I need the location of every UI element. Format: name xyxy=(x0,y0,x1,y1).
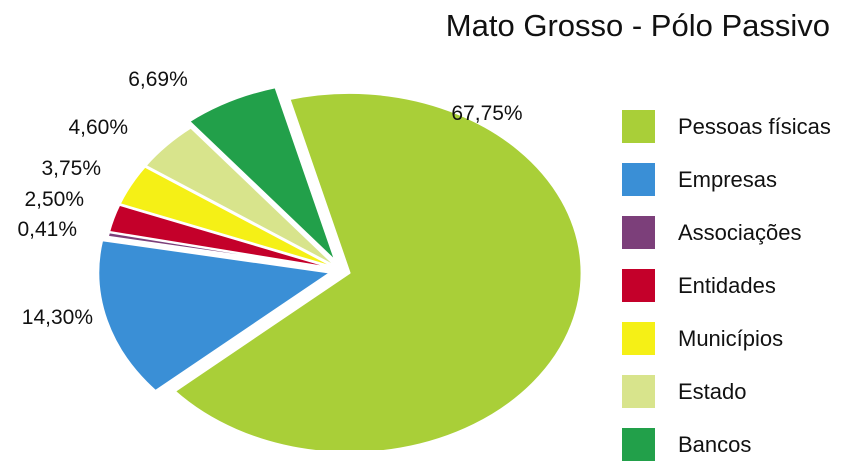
legend-item: Municípios xyxy=(622,312,831,365)
chart-title: Mato Grosso - Pólo Passivo xyxy=(445,8,830,43)
legend-label: Pessoas físicas xyxy=(678,113,831,139)
legend-label: Bancos xyxy=(678,431,752,457)
slice-value-label: 2,50% xyxy=(24,188,84,211)
legend-item: Empresas xyxy=(622,153,831,206)
legend-label: Municípios xyxy=(678,325,784,351)
legend-swatch xyxy=(622,163,655,196)
pie-slice xyxy=(144,126,339,269)
legend-swatch xyxy=(622,428,655,461)
legend: Pessoas físicas Empresas Associações Entida… xyxy=(622,100,831,471)
legend-swatch xyxy=(622,322,655,355)
pie-slice xyxy=(188,86,337,263)
legend-label: Associações xyxy=(678,219,802,245)
legend-item: Pessoas físicas xyxy=(622,100,831,153)
pie-slice xyxy=(173,91,583,450)
legend-swatch xyxy=(622,110,655,143)
pie-chart: 67,75% 14,30% 0,41% 2,50% 3,75% 4,60% 6,69% xyxy=(17,68,583,450)
legend-swatch xyxy=(622,269,655,302)
legend-label: Entidades xyxy=(678,272,776,298)
legend-item: Entidades xyxy=(622,259,831,312)
legend-item: Bancos xyxy=(622,418,831,471)
slice-value-label: 14,30% xyxy=(22,306,93,329)
pie-slice xyxy=(118,165,338,270)
pie-slice xyxy=(97,239,332,392)
slice-value-label: 0,41% xyxy=(17,218,77,241)
legend-label: Empresas xyxy=(678,166,778,192)
legend-item: Associações xyxy=(622,206,831,259)
legend-item: Estado xyxy=(622,365,831,418)
slice-value-label: 3,75% xyxy=(41,157,101,180)
legend-swatch xyxy=(622,216,655,249)
slice-value-label: 67,75% xyxy=(451,102,522,125)
legend-label: Estado xyxy=(678,378,747,404)
legend-swatch xyxy=(622,375,655,408)
slice-value-label: 6,69% xyxy=(128,68,188,91)
slice-value-label: 4,60% xyxy=(68,116,128,139)
